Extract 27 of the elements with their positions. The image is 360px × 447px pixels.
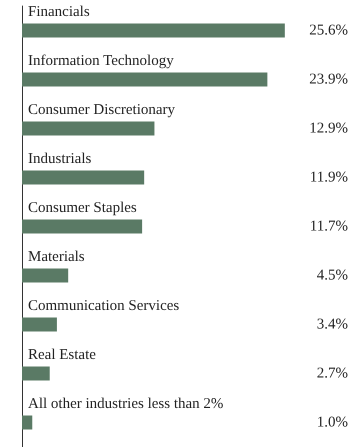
y-tick-label: Information Technology bbox=[28, 53, 174, 69]
bar bbox=[22, 268, 68, 282]
data-label: 4.5% bbox=[316, 268, 348, 284]
y-tick-label: Consumer Staples bbox=[28, 200, 137, 216]
bar bbox=[22, 416, 32, 430]
bar bbox=[22, 318, 57, 332]
y-tick-label: Communication Services bbox=[28, 298, 180, 314]
bar bbox=[22, 24, 285, 38]
data-label: 12.9% bbox=[309, 120, 348, 136]
data-label: 11.9% bbox=[310, 170, 348, 186]
bar bbox=[22, 72, 268, 86]
y-tick-label: Materials bbox=[28, 249, 85, 265]
data-label: 23.9% bbox=[309, 72, 348, 88]
data-label: 11.7% bbox=[310, 218, 348, 234]
y-tick-label: Industrials bbox=[28, 151, 92, 167]
bar bbox=[22, 122, 154, 136]
bar bbox=[22, 220, 142, 234]
y-tick-label: Financials bbox=[28, 4, 90, 20]
y-tick-label: Real Estate bbox=[28, 347, 96, 363]
data-label: 1.0% bbox=[316, 414, 348, 430]
bar bbox=[22, 366, 50, 380]
y-tick-label: All other industries less than 2% bbox=[28, 396, 224, 412]
data-label: 2.7% bbox=[316, 366, 348, 382]
bar bbox=[22, 170, 144, 184]
data-label: 25.6% bbox=[309, 22, 348, 38]
data-label: 3.4% bbox=[316, 316, 348, 332]
y-tick-label: Consumer Discretionary bbox=[28, 102, 176, 118]
